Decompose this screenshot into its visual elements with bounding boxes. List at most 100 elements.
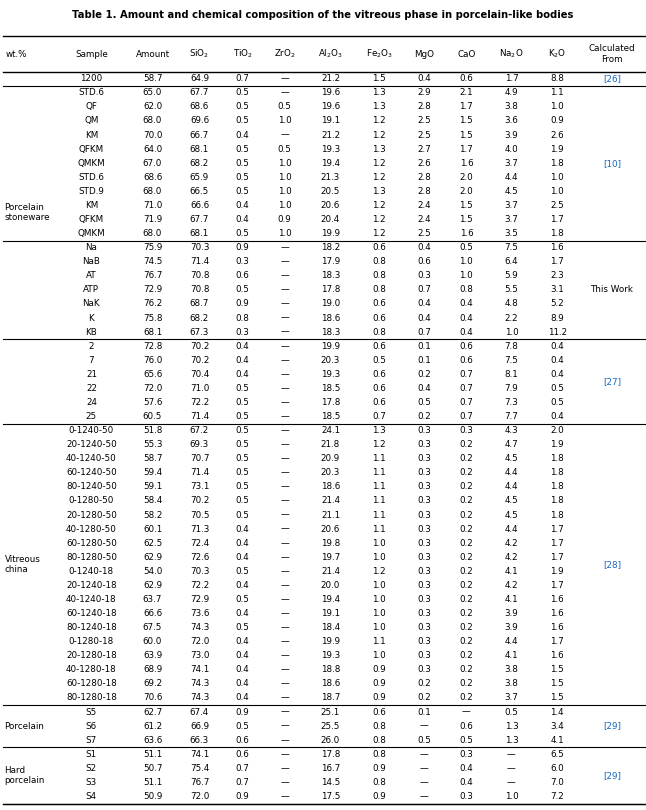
Text: 0.2: 0.2 (459, 468, 474, 477)
Text: 0.3: 0.3 (459, 426, 474, 435)
Text: 0.9: 0.9 (236, 792, 249, 801)
Text: Na: Na (85, 243, 98, 252)
Text: 0.2: 0.2 (459, 539, 474, 548)
Text: 75.9: 75.9 (143, 243, 162, 252)
Text: MgO: MgO (414, 49, 434, 58)
Text: 0.8: 0.8 (236, 313, 249, 322)
Text: 6.5: 6.5 (550, 750, 564, 759)
Text: 73.6: 73.6 (190, 609, 209, 618)
Text: —: — (280, 595, 289, 604)
Text: 6.0: 6.0 (550, 764, 564, 773)
Text: 2.5: 2.5 (550, 201, 564, 210)
Text: 0-1240-18: 0-1240-18 (69, 567, 114, 576)
Text: 1.0: 1.0 (373, 623, 386, 632)
Text: S2: S2 (86, 764, 97, 773)
Text: —: — (280, 342, 289, 351)
Text: 1.0: 1.0 (550, 187, 564, 196)
Text: 0.3: 0.3 (236, 258, 249, 266)
Text: —: — (280, 510, 289, 519)
Text: 0.5: 0.5 (550, 398, 564, 407)
Text: 0.6: 0.6 (373, 370, 386, 379)
Text: 58.4: 58.4 (143, 497, 162, 505)
Text: 0.2: 0.2 (459, 665, 474, 675)
Text: 65.9: 65.9 (190, 173, 209, 181)
Text: 0.3: 0.3 (417, 454, 432, 463)
Text: 0.5: 0.5 (236, 102, 249, 112)
Text: 72.9: 72.9 (190, 595, 209, 604)
Text: 2.6: 2.6 (550, 130, 564, 139)
Text: 4.4: 4.4 (505, 483, 518, 492)
Text: 20.6: 20.6 (321, 201, 340, 210)
Text: —: — (280, 623, 289, 632)
Text: 5.2: 5.2 (550, 300, 564, 309)
Text: 72.0: 72.0 (190, 792, 209, 801)
Text: 7.3: 7.3 (505, 398, 518, 407)
Text: 1.0: 1.0 (278, 187, 291, 196)
Text: 72.2: 72.2 (190, 398, 209, 407)
Text: QFKM: QFKM (79, 145, 104, 154)
Text: 1.1: 1.1 (373, 510, 386, 519)
Text: [29]: [29] (603, 771, 621, 780)
Text: 80-1240-50: 80-1240-50 (66, 483, 117, 492)
Text: 1.0: 1.0 (505, 792, 518, 801)
Text: 51.1: 51.1 (143, 750, 162, 759)
Text: 21.2: 21.2 (321, 130, 340, 139)
Text: 1.3: 1.3 (373, 187, 386, 196)
Text: K: K (89, 313, 94, 322)
Text: 0.2: 0.2 (459, 623, 474, 632)
Text: S3: S3 (86, 778, 97, 787)
Text: 1.2: 1.2 (373, 117, 386, 126)
Text: 0.8: 0.8 (459, 285, 474, 294)
Text: 18.8: 18.8 (321, 665, 340, 675)
Text: 0.4: 0.4 (236, 552, 249, 562)
Text: 0.9: 0.9 (236, 243, 249, 252)
Text: 60-1280-18: 60-1280-18 (66, 680, 117, 688)
Text: —: — (280, 539, 289, 548)
Text: 2.5: 2.5 (417, 117, 432, 126)
Text: 68.7: 68.7 (190, 300, 209, 309)
Text: 21.4: 21.4 (321, 567, 340, 576)
Text: 70.0: 70.0 (143, 130, 162, 139)
Text: 1.2: 1.2 (373, 229, 386, 238)
Text: 67.7: 67.7 (190, 215, 209, 224)
Text: 19.3: 19.3 (321, 370, 340, 379)
Text: 0.2: 0.2 (459, 637, 474, 646)
Text: TiO$_2$: TiO$_2$ (233, 48, 253, 60)
Text: 0.6: 0.6 (459, 722, 474, 731)
Text: 18.7: 18.7 (321, 693, 340, 702)
Text: 65.6: 65.6 (143, 370, 162, 379)
Text: 0.4: 0.4 (236, 680, 249, 688)
Text: —: — (280, 665, 289, 675)
Text: 62.7: 62.7 (143, 708, 162, 717)
Text: 0.4: 0.4 (550, 370, 564, 379)
Text: 68.0: 68.0 (143, 229, 162, 238)
Text: 0.4: 0.4 (459, 327, 474, 337)
Text: —: — (420, 750, 429, 759)
Text: —: — (280, 497, 289, 505)
Text: —: — (280, 313, 289, 322)
Text: 0.9: 0.9 (373, 792, 386, 801)
Text: 68.6: 68.6 (190, 102, 209, 112)
Text: 0.4: 0.4 (236, 525, 249, 534)
Text: 68.2: 68.2 (190, 159, 209, 168)
Text: 4.9: 4.9 (505, 88, 518, 97)
Text: 0.5: 0.5 (236, 497, 249, 505)
Text: 0.6: 0.6 (373, 708, 386, 717)
Text: NaK: NaK (83, 300, 100, 309)
Text: 1.9: 1.9 (550, 440, 564, 450)
Text: 2.7: 2.7 (417, 145, 432, 154)
Text: Amount: Amount (136, 49, 170, 58)
Text: 0.5: 0.5 (459, 243, 474, 252)
Text: 4.1: 4.1 (550, 735, 564, 744)
Text: 64.9: 64.9 (190, 75, 209, 83)
Text: Na$_2$O: Na$_2$O (499, 48, 524, 60)
Text: 1.0: 1.0 (550, 173, 564, 181)
Text: 7.9: 7.9 (505, 384, 518, 393)
Text: 70.8: 70.8 (190, 271, 209, 280)
Text: 71.4: 71.4 (190, 468, 209, 477)
Text: S4: S4 (86, 792, 97, 801)
Text: SiO$_2$: SiO$_2$ (189, 48, 209, 60)
Text: 58.7: 58.7 (143, 75, 162, 83)
Text: 1.0: 1.0 (505, 327, 518, 337)
Text: 72.9: 72.9 (143, 285, 162, 294)
